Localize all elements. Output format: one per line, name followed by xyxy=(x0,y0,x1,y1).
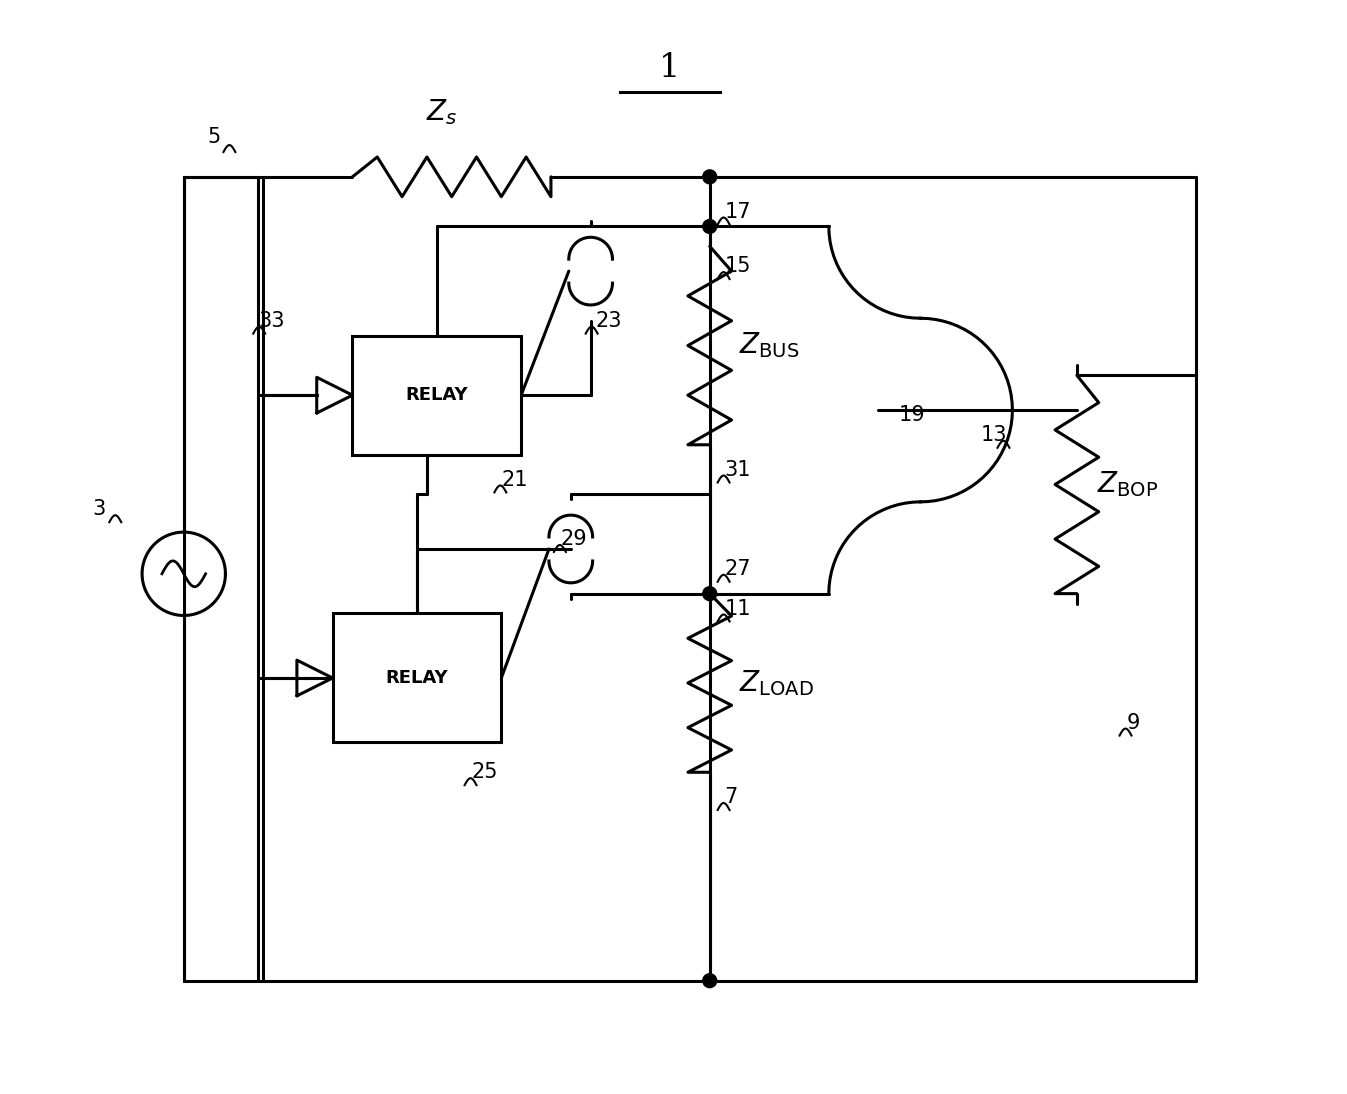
Text: 17: 17 xyxy=(725,201,752,222)
Text: $\mathit{Z}_{\mathrm{BOP}}$: $\mathit{Z}_{\mathrm{BOP}}$ xyxy=(1096,469,1158,499)
Text: 9: 9 xyxy=(1126,712,1140,733)
Text: 29: 29 xyxy=(560,529,587,549)
Text: $\mathit{Z}_{\mathrm{BUS}}$: $\mathit{Z}_{\mathrm{BUS}}$ xyxy=(740,330,800,360)
Circle shape xyxy=(703,220,717,233)
Text: RELAY: RELAY xyxy=(405,386,469,404)
Text: 21: 21 xyxy=(501,469,528,489)
Circle shape xyxy=(703,974,717,988)
Bar xyxy=(353,336,521,455)
Text: $\mathit{Z}_{\mathrm{LOAD}}$: $\mathit{Z}_{\mathrm{LOAD}}$ xyxy=(740,668,815,698)
Text: 19: 19 xyxy=(898,405,925,424)
Text: 7: 7 xyxy=(725,787,738,807)
Text: 13: 13 xyxy=(981,424,1008,445)
Text: 15: 15 xyxy=(725,256,752,276)
Text: 11: 11 xyxy=(725,598,752,618)
Text: 27: 27 xyxy=(725,559,752,579)
Text: 25: 25 xyxy=(471,763,498,782)
Text: 1: 1 xyxy=(660,51,680,83)
Text: 5: 5 xyxy=(207,127,220,148)
Text: 31: 31 xyxy=(725,459,752,479)
Circle shape xyxy=(703,170,717,184)
Text: RELAY: RELAY xyxy=(385,670,449,687)
Text: 3: 3 xyxy=(93,499,106,520)
Text: 23: 23 xyxy=(595,311,622,330)
Text: $\mathit{Z}_s$: $\mathit{Z}_s$ xyxy=(426,97,458,127)
Circle shape xyxy=(703,586,717,601)
Bar xyxy=(333,614,501,743)
Text: 33: 33 xyxy=(259,311,284,330)
